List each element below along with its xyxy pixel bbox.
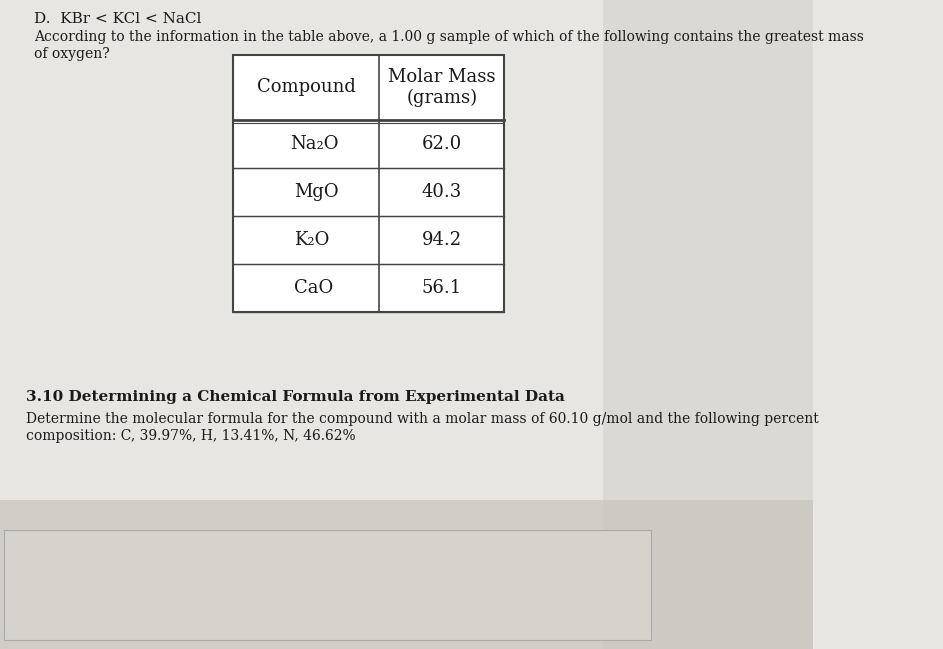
Text: Compound: Compound [256,79,356,97]
Text: Molar Mass
(grams): Molar Mass (grams) [389,68,496,107]
Text: According to the information in the table above, a 1.00 g sample of which of the: According to the information in the tabl… [35,30,865,44]
Bar [604,0,813,649]
Text: Na₂O: Na₂O [290,135,339,153]
Bar [5,530,651,640]
Bar [233,55,505,312]
Text: K₂O: K₂O [294,231,330,249]
Text: 56.1: 56.1 [422,279,462,297]
Text: 62.0: 62.0 [422,135,462,153]
Bar [0,500,813,649]
Text: CaO: CaO [294,279,334,297]
Text: composition: C, 39.97%, H, 13.41%, N, 46.62%: composition: C, 39.97%, H, 13.41%, N, 46… [25,429,356,443]
Text: MgO: MgO [294,183,339,201]
Text: D.  KBr < KCl < NaCl: D. KBr < KCl < NaCl [35,12,202,26]
Text: Determine the molecular formula for the compound with a molar mass of 60.10 g/mo: Determine the molecular formula for the … [25,412,819,426]
Text: 94.2: 94.2 [422,231,462,249]
Text: 40.3: 40.3 [422,183,462,201]
Text: of oxygen?: of oxygen? [35,47,110,61]
Text: 3.10 Determining a Chemical Formula from Experimental Data: 3.10 Determining a Chemical Formula from… [25,390,565,404]
